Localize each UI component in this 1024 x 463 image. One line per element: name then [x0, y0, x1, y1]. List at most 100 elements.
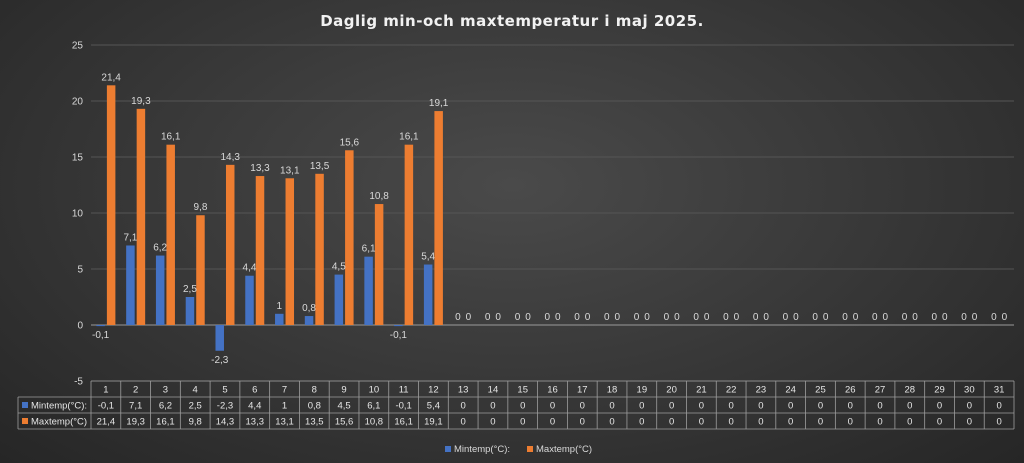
table-value-cell: 0 — [818, 417, 823, 428]
min-temp-label: 6,2 — [153, 243, 167, 254]
y-tick-label: 20 — [72, 97, 84, 108]
table-header-cell: 31 — [994, 385, 1005, 396]
max-temp-label: 0 — [466, 312, 472, 323]
max-temp-label: 0 — [793, 312, 799, 323]
min-temp-label: 0 — [812, 312, 818, 323]
data-table: 1 2 3 4 5 6 7 8 9 10 11 12 13 14 15 16 17 18 19 20 21 22 23 24 2… — [17, 380, 1015, 430]
table-value-cell: 0,8 — [308, 401, 321, 412]
max-temp-label: 14,3 — [220, 152, 240, 163]
legend-entry: Mintemp(°C): — [454, 444, 510, 455]
min-temp-label: 0 — [485, 312, 491, 323]
table-header-cell: 21 — [696, 385, 707, 396]
table-value-cell: 0 — [669, 401, 674, 412]
max-temp-label: 19,3 — [131, 96, 151, 107]
table-value-cell: 0 — [490, 401, 495, 412]
table-value-cell: 0 — [758, 417, 763, 428]
min-temp-bar — [334, 274, 344, 325]
max-temp-label: 0 — [882, 312, 888, 323]
min-temp-label: -0,1 — [390, 330, 408, 341]
table-header-cell: 26 — [845, 385, 856, 396]
max-temp-label: 0 — [763, 312, 769, 323]
max-temp-label: 0 — [734, 312, 740, 323]
table-value-cell: -2,3 — [217, 401, 233, 412]
table-value-cell: 14,3 — [216, 417, 235, 428]
min-temp-label: 0 — [991, 312, 997, 323]
table-header-cell: 11 — [399, 385, 409, 396]
table-value-cell: 13,1 — [275, 417, 294, 428]
table-value-cell: 19,1 — [424, 417, 443, 428]
table-value-cell: 0 — [669, 417, 674, 428]
table-value-cell: 0 — [967, 417, 972, 428]
max-temp-label: 0 — [644, 312, 650, 323]
table-header-cell: 8 — [312, 385, 317, 396]
table-value-cell: 0 — [550, 401, 555, 412]
min-temp-label: 0 — [961, 312, 967, 323]
max-temp-label: 0 — [674, 312, 680, 323]
table-header-cell: 27 — [875, 385, 886, 396]
table-value-cell: 0 — [490, 417, 495, 428]
min-temp-label: -0,1 — [92, 330, 110, 341]
min-temp-label: 0 — [574, 312, 580, 323]
table-header-cell: 15 — [517, 385, 528, 396]
min-temp-label: 7,1 — [123, 232, 137, 243]
min-temp-label: 0 — [455, 312, 461, 323]
y-tick-label: -5 — [74, 377, 83, 388]
table-value-cell: 0 — [996, 401, 1001, 412]
min-temp-label: 0 — [723, 312, 729, 323]
table-value-cell: 21,4 — [97, 417, 116, 428]
max-temp-label: 0 — [912, 312, 918, 323]
max-temp-bar — [345, 150, 354, 325]
bars — [96, 85, 443, 351]
table-header-cell: 16 — [547, 385, 558, 396]
max-temp-bar — [434, 111, 443, 325]
legend-swatch — [527, 446, 533, 452]
table-value-cell: 5,4 — [427, 401, 440, 412]
max-temp-bar — [255, 176, 265, 325]
table-value-cell: 0 — [580, 401, 585, 412]
table-header-cell: 6 — [252, 385, 257, 396]
min-temp-label: 5,4 — [421, 252, 435, 263]
table-value-cell: 0 — [609, 401, 614, 412]
table-value-cell: -0,1 — [98, 401, 114, 412]
table-value-cell: 16,1 — [394, 417, 413, 428]
legend-entry: Maxtemp(°C) — [536, 444, 592, 455]
table-value-cell: 0 — [967, 401, 972, 412]
table-value-cell: 0 — [699, 401, 704, 412]
table-value-cell: 4,4 — [248, 401, 261, 412]
min-temp-label: 0 — [872, 312, 878, 323]
max-temp-bar — [404, 144, 414, 325]
max-temp-bar — [196, 215, 205, 325]
min-temp-label: 0 — [693, 312, 699, 323]
max-temp-label: 0 — [495, 312, 501, 323]
max-temp-label: 13,1 — [280, 165, 300, 176]
min-temp-label: 0 — [515, 312, 521, 323]
max-temp-label: 0 — [555, 312, 561, 323]
table-value-cell: 7,1 — [129, 401, 142, 412]
table-header-cell: 28 — [905, 385, 916, 396]
table-value-cell: 0 — [907, 417, 912, 428]
chart-title: Daglig min-och maxtemperatur i maj 2025. — [320, 12, 704, 30]
table-value-cell: 6,2 — [159, 401, 172, 412]
table-value-cell: 10,8 — [365, 417, 384, 428]
min-temp-bar — [215, 325, 224, 351]
max-temp-bar — [106, 85, 116, 325]
table-value-cell: 0 — [788, 417, 793, 428]
table-header-cell: 1 — [103, 385, 108, 396]
table-value-cell: 15,6 — [335, 417, 354, 428]
table-header-cell: 17 — [577, 385, 588, 396]
table-header-cell: 22 — [726, 385, 737, 396]
table-value-cell: 1 — [282, 401, 287, 412]
max-temp-label: 16,1 — [161, 132, 181, 143]
table-value-cell: 0 — [520, 401, 525, 412]
min-temp-label: 0 — [932, 312, 938, 323]
min-temp-label: 6,1 — [362, 244, 376, 255]
max-temp-label: 10,8 — [369, 191, 389, 202]
min-temp-bar — [96, 325, 105, 327]
max-temp-bar — [136, 108, 146, 325]
table-value-cell: 0 — [877, 417, 882, 428]
min-temp-label: 4,4 — [243, 263, 257, 274]
table-header-cell: 2 — [133, 385, 138, 396]
max-temp-bar — [225, 164, 235, 325]
table-value-cell: 0 — [728, 417, 733, 428]
